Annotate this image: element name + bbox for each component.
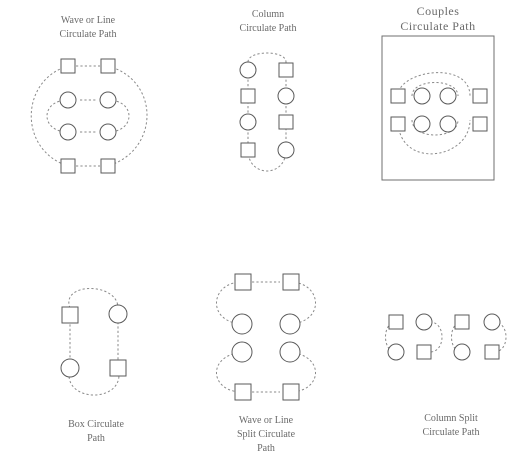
box-path xyxy=(68,288,120,396)
dancer-circle xyxy=(99,91,117,109)
caption-wave-line: Wave or Line Circulate Path xyxy=(59,15,117,40)
dancer-square xyxy=(109,359,127,377)
dancer-circle xyxy=(60,358,80,378)
dancer-square xyxy=(472,116,488,132)
dancer-circle xyxy=(413,115,431,133)
caption-box: Box Circulate Path xyxy=(68,419,124,444)
dancer-circle xyxy=(387,343,405,361)
outer-loop-path xyxy=(30,65,148,167)
split-lower-loop xyxy=(216,351,316,393)
couples-frame xyxy=(381,35,495,181)
column-diagram xyxy=(239,52,295,172)
dancer-square xyxy=(61,306,79,324)
dancer-square xyxy=(100,158,116,174)
cross-path xyxy=(76,65,100,167)
dancer-square xyxy=(278,62,294,78)
dancer-circle xyxy=(108,304,128,324)
dancer-square xyxy=(278,114,294,130)
dancer-circle xyxy=(59,123,77,141)
dancer-square xyxy=(472,88,488,104)
column-split-diagram xyxy=(385,313,507,361)
dancer-circle xyxy=(59,91,77,109)
dancer-square xyxy=(282,273,300,291)
dancer-circle xyxy=(439,115,457,133)
dancer-square xyxy=(240,142,256,158)
dancer-circle xyxy=(239,61,257,79)
dancer-square xyxy=(234,273,252,291)
dancer-circle xyxy=(483,313,501,331)
caption-couples: Couples Circulate Path xyxy=(400,4,476,33)
dancer-circle xyxy=(413,87,431,105)
dancer-square xyxy=(454,314,470,330)
dancer-circle xyxy=(415,313,433,331)
inner-loop-path xyxy=(46,99,130,133)
dancer-circle xyxy=(99,123,117,141)
wave-split-diagram xyxy=(216,273,316,401)
dancer-square xyxy=(60,158,76,174)
dancer-square xyxy=(416,344,432,360)
dancer-circle xyxy=(231,341,253,363)
dancer-square xyxy=(390,116,406,132)
dancer-circle xyxy=(239,113,257,131)
wave-line-diagram xyxy=(30,58,148,174)
couples-diagram xyxy=(381,35,495,181)
dancer-square xyxy=(282,383,300,401)
caption-column: Column Circulate Path xyxy=(239,9,297,34)
dancer-square xyxy=(390,88,406,104)
split-upper-loop xyxy=(216,281,316,325)
dancer-square xyxy=(388,314,404,330)
dancer-square xyxy=(100,58,116,74)
dancer-circle xyxy=(279,313,301,335)
dancer-square xyxy=(234,383,252,401)
split-cross-path xyxy=(252,281,280,393)
caption-wave-split: Wave or Line Split Circulate Path xyxy=(236,415,296,454)
caption-column-split: Column Split Circulate Path xyxy=(422,413,480,438)
couples-path xyxy=(397,72,471,155)
dancer-circle xyxy=(277,87,295,105)
box-diagram xyxy=(60,288,128,396)
dancer-circle xyxy=(439,87,457,105)
dancer-circle xyxy=(453,343,471,361)
dancer-square xyxy=(60,58,76,74)
column-path xyxy=(247,52,287,172)
dancer-square xyxy=(240,88,256,104)
dancer-square xyxy=(484,344,500,360)
dancer-circle xyxy=(279,341,301,363)
dancer-circle xyxy=(277,141,295,159)
dancer-circle xyxy=(231,313,253,335)
